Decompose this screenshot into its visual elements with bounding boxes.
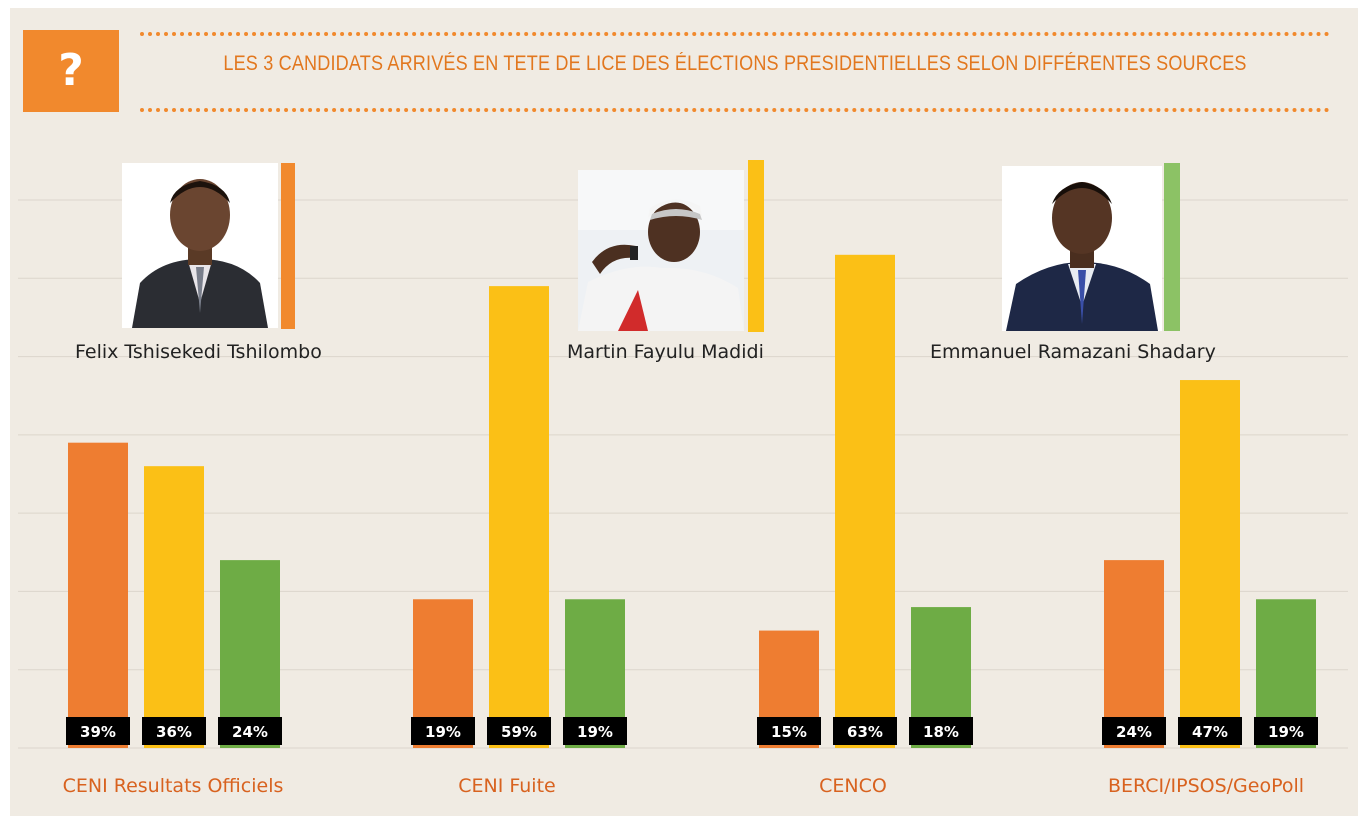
bar-value-label: 59% bbox=[501, 723, 537, 741]
category-label: BERCI/IPSOS/GeoPoll bbox=[1108, 775, 1304, 797]
bar-value-label: 18% bbox=[923, 723, 959, 741]
bar-value-label: 19% bbox=[1268, 723, 1304, 741]
bar bbox=[68, 442, 128, 748]
bar-value-label-bg bbox=[757, 717, 821, 745]
candidate-name-tshisekedi: Felix Tshisekedi Tshilombo bbox=[75, 341, 322, 363]
bar-value-label: 24% bbox=[232, 723, 268, 741]
bar-value-label: 63% bbox=[847, 723, 883, 741]
bar-value-label-bg bbox=[411, 717, 475, 745]
bar-value-label: 36% bbox=[156, 723, 192, 741]
bar-value-label-bg bbox=[1102, 717, 1166, 745]
category-label: CENI Resultats Officiels bbox=[63, 775, 284, 797]
portrait-emmanuel-image bbox=[1002, 166, 1162, 331]
portrait-felix-image bbox=[122, 163, 278, 328]
bar bbox=[1104, 560, 1164, 748]
bar-value-label-bg bbox=[66, 717, 130, 745]
candidate-name-fayulu: Martin Fayulu Madidi bbox=[567, 341, 764, 363]
dotted-rule-top bbox=[140, 32, 1330, 36]
bar-value-label-bg bbox=[563, 717, 627, 745]
bar-value-label-bg bbox=[1178, 717, 1242, 745]
question-badge: ? bbox=[23, 30, 119, 112]
bar-value-label: 15% bbox=[771, 723, 807, 741]
candidate-name-shadary: Emmanuel Ramazani Shadary bbox=[930, 341, 1216, 363]
bar bbox=[489, 286, 549, 748]
bar-value-label-bg bbox=[833, 717, 897, 745]
bar-value-label-bg bbox=[909, 717, 973, 745]
accent-bar-tshisekedi bbox=[281, 163, 295, 329]
accent-bar-shadary bbox=[1164, 163, 1180, 331]
bar-value-label-bg bbox=[142, 717, 206, 745]
bar-value-label-bg bbox=[1254, 717, 1318, 745]
dotted-rule-bottom bbox=[140, 108, 1330, 112]
bar-value-label: 39% bbox=[80, 723, 116, 741]
bar bbox=[1180, 380, 1240, 748]
category-label: CENI Fuite bbox=[458, 775, 555, 797]
photo-fayulu bbox=[578, 170, 744, 331]
bar bbox=[835, 254, 895, 749]
photo-tshisekedi bbox=[122, 163, 278, 328]
bar-value-label-bg bbox=[218, 717, 282, 745]
bar-value-label: 19% bbox=[577, 723, 613, 741]
bar-value-label: 47% bbox=[1192, 723, 1228, 741]
accent-bar-fayulu bbox=[748, 160, 764, 332]
bar bbox=[220, 560, 280, 748]
photo-shadary bbox=[1002, 166, 1162, 331]
category-label: CENCO bbox=[819, 775, 887, 797]
bar-value-label-bg bbox=[487, 717, 551, 745]
page-title: LES 3 CANDIDATS ARRIVÉS EN TETE DE LICE … bbox=[223, 52, 1247, 75]
bar-value-label: 19% bbox=[425, 723, 461, 741]
portrait-martin-image bbox=[578, 170, 744, 331]
bar-value-label: 24% bbox=[1116, 723, 1152, 741]
bar bbox=[144, 466, 204, 748]
